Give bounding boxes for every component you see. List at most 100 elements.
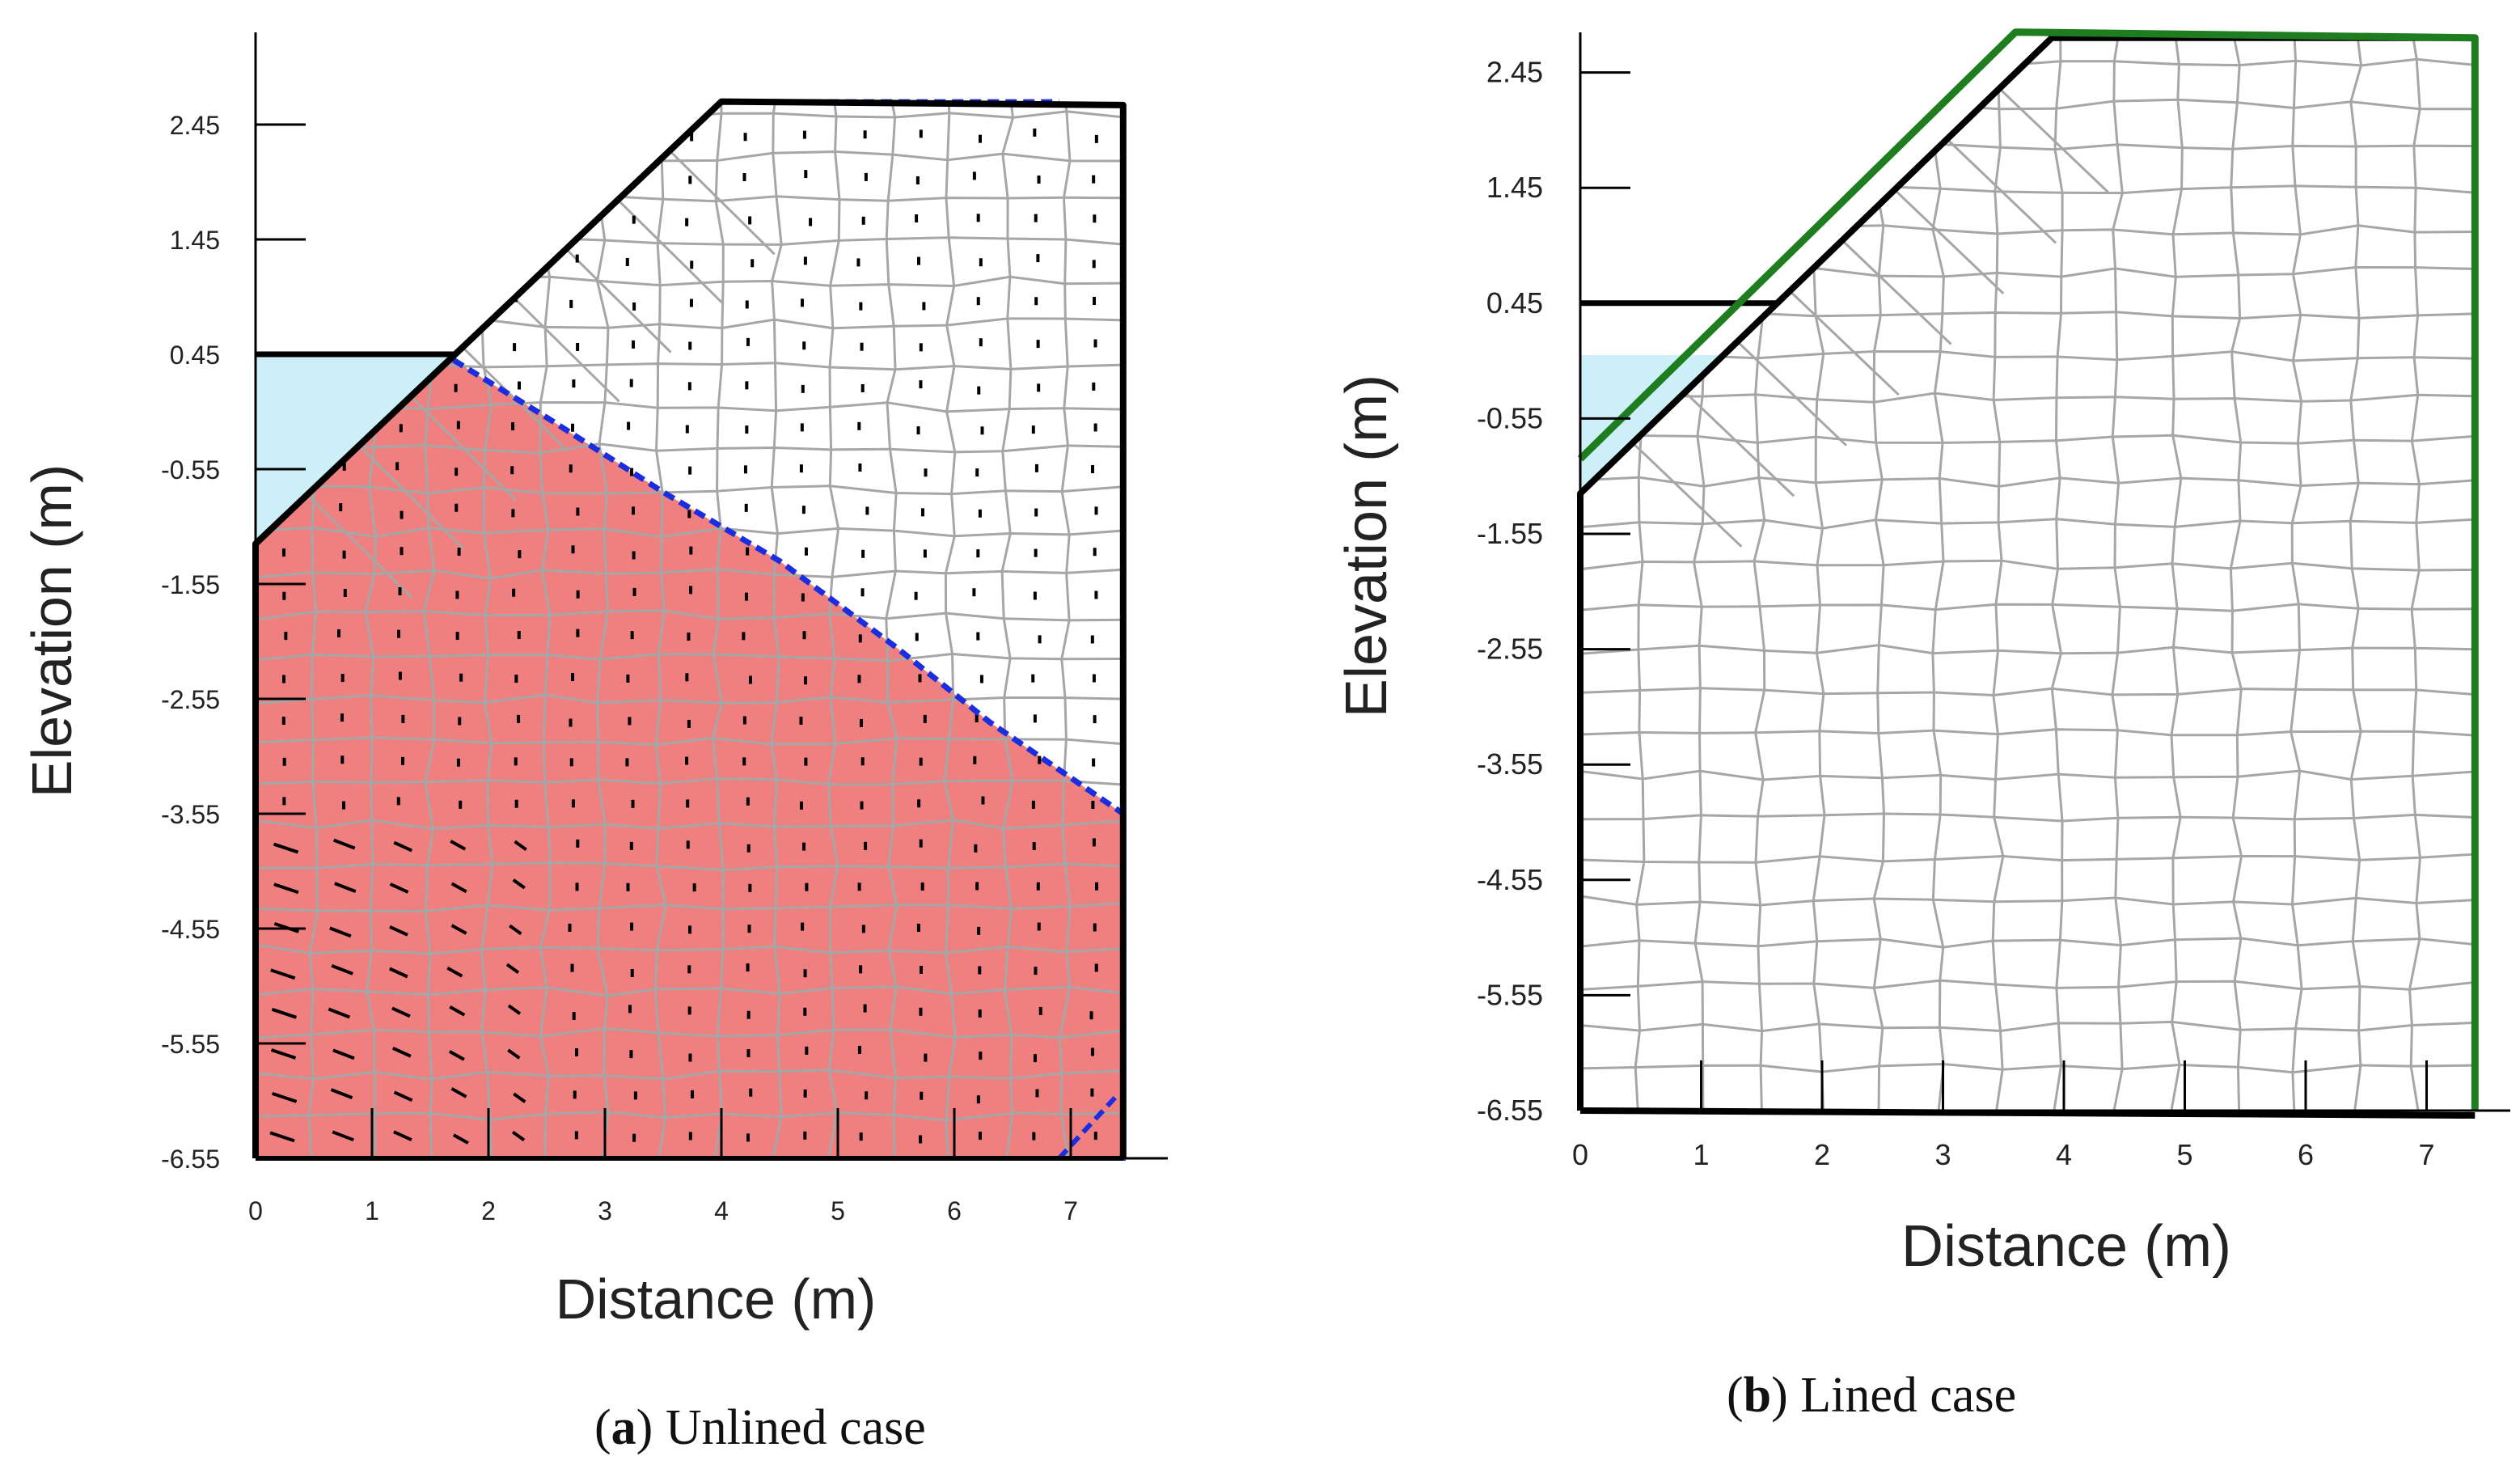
- b-mesh-line: [2349, 37, 2363, 1111]
- b-mesh-line: [1580, 1020, 2476, 1033]
- a-flow-vector: [448, 1050, 465, 1061]
- b-x-tick-label: 1: [1693, 1138, 1709, 1171]
- a-axes: 2.45 1.45 0.45 -0.55 -1.55 -2.55 -3.55 -4.55 -5.…: [161, 32, 1168, 1225]
- b-x-axis-label: Distance (m): [1901, 1214, 2231, 1279]
- b-mesh-line: [1692, 37, 1706, 1111]
- a-flow-vector: [331, 963, 353, 975]
- b-mesh-line: [1580, 937, 2476, 949]
- b-mesh-line: [1998, 87, 2109, 193]
- b-mesh-line: [1580, 224, 2476, 236]
- a-mesh-line: [256, 442, 1123, 455]
- a-mesh-line: [256, 150, 1123, 163]
- b-y-tick-label: -2.55: [1477, 633, 1543, 666]
- a-mesh-line: [616, 199, 724, 304]
- b-y-tick-label: 2.45: [1486, 56, 1543, 89]
- b-y-tick-label: 0.45: [1486, 286, 1543, 320]
- a-mesh-line: [256, 485, 1123, 496]
- a-fill-layer: [256, 354, 1123, 1159]
- a-mesh-line: [256, 609, 1123, 622]
- b-mesh-line: [1841, 239, 1952, 345]
- b-boundary-lines: [1577, 28, 2479, 1119]
- a-y-tick-label: -6.55: [161, 1145, 220, 1174]
- a-mesh-line: [409, 395, 517, 501]
- b-mesh-line: [1736, 341, 1847, 446]
- a-mesh-line: [668, 150, 776, 256]
- b-mesh-line: [1580, 434, 2476, 446]
- a-x-tick-label: 4: [714, 1196, 729, 1225]
- b-x-tick-label: 5: [2176, 1138, 2192, 1171]
- a-flow-vector: [446, 966, 463, 978]
- b-caption-letter: b: [1744, 1368, 1771, 1423]
- a-flow-vector: [329, 926, 352, 938]
- a-flow-vector: [450, 1087, 467, 1098]
- a-mesh-line: [256, 1069, 1123, 1081]
- b-mesh-line: [1633, 37, 1646, 1111]
- a-flow-vector: [270, 1048, 297, 1060]
- a-y-tick-label: -5.55: [161, 1030, 220, 1059]
- b-mesh-line: [1580, 728, 2476, 737]
- b-mesh-line: [1893, 188, 2005, 295]
- b-mesh-grid: [1580, 37, 2476, 1111]
- a-flow-vector: [271, 1007, 298, 1019]
- a-mesh-line: [306, 493, 413, 599]
- a-caption-letter: a: [611, 1400, 636, 1455]
- a-flow-vector: [509, 924, 522, 936]
- a-flow-vector: [505, 963, 520, 974]
- b-mesh-line: [2408, 37, 2422, 1111]
- a-mesh-line: [256, 275, 1123, 288]
- a-x-tick-label: 6: [947, 1196, 962, 1225]
- b-mesh-line: [1789, 290, 1900, 396]
- a-flow-vector: [450, 924, 467, 935]
- panel-b-lined: 2.45 1.45 0.45 -0.55 -1.55 -2.55 -3.55 -4.55 -5.…: [1334, 28, 2510, 1423]
- a-mesh-line: [256, 1027, 1123, 1039]
- a-mesh-line: [256, 110, 1123, 121]
- a-flow-vector: [332, 1048, 355, 1060]
- a-flow-vector: [328, 1007, 351, 1019]
- a-flow-vector: [507, 1004, 522, 1015]
- a-flow-vector: [389, 925, 408, 937]
- a-y-tick-label: 1.45: [170, 226, 220, 255]
- b-y-tick-label: -6.55: [1477, 1094, 1543, 1127]
- b-x-tick-label: 4: [2056, 1138, 2072, 1171]
- b-caption: (b) Lined case: [1727, 1368, 2016, 1423]
- a-mesh-line: [256, 736, 1123, 747]
- a-y-tick-label: -1.55: [161, 570, 220, 599]
- b-mesh-line: [1580, 98, 2476, 111]
- b-mesh-line: [1580, 184, 2476, 195]
- b-mesh-line: [1580, 895, 2476, 907]
- a-mesh-line: [564, 248, 672, 353]
- a-flow-vector: [449, 1005, 466, 1017]
- a-flow-vector: [269, 1131, 295, 1143]
- a-flow-vector: [332, 1130, 354, 1142]
- a-y-tick-label: -3.55: [161, 800, 220, 829]
- b-mesh-line: [1580, 853, 2476, 864]
- b-mesh-line: [1580, 265, 2476, 278]
- a-flow-vector: [450, 840, 467, 851]
- a-flow-vector: [512, 878, 526, 890]
- b-mesh-line: [1946, 138, 2057, 244]
- a-mesh-line: [256, 693, 1123, 705]
- a-mesh-line: [256, 236, 1123, 246]
- a-flow-vector: [391, 1046, 412, 1058]
- a-flow-vector: [330, 1088, 353, 1100]
- a-x-tick-label: 2: [481, 1196, 496, 1225]
- b-x-tick-label: 7: [2418, 1138, 2434, 1171]
- a-x-tick-label: 1: [365, 1196, 379, 1225]
- b-x-tick-label: 0: [1572, 1138, 1588, 1171]
- a-flow-vector: [393, 1090, 413, 1102]
- b-domain-boundary: [1577, 34, 2479, 1111]
- a-mesh-line: [256, 526, 1123, 539]
- a-mesh-line: [256, 1111, 1123, 1122]
- a-y-tick-label: 0.45: [170, 341, 220, 370]
- a-mesh-line: [256, 652, 1123, 662]
- b-y-tick-label: 1.45: [1486, 171, 1543, 204]
- a-flow-vector: [332, 838, 356, 850]
- b-mesh-line: [1580, 518, 2476, 530]
- a-y-tick-label: -2.55: [161, 685, 220, 714]
- b-x-tick-label: 3: [1934, 1138, 1951, 1171]
- b-mesh-line: [1580, 349, 2476, 362]
- a-caption-text: Unlined case: [666, 1400, 926, 1455]
- a-flow-vector: [514, 840, 527, 852]
- a-flow-vector: [334, 882, 357, 893]
- a-mesh-line: [256, 317, 1123, 330]
